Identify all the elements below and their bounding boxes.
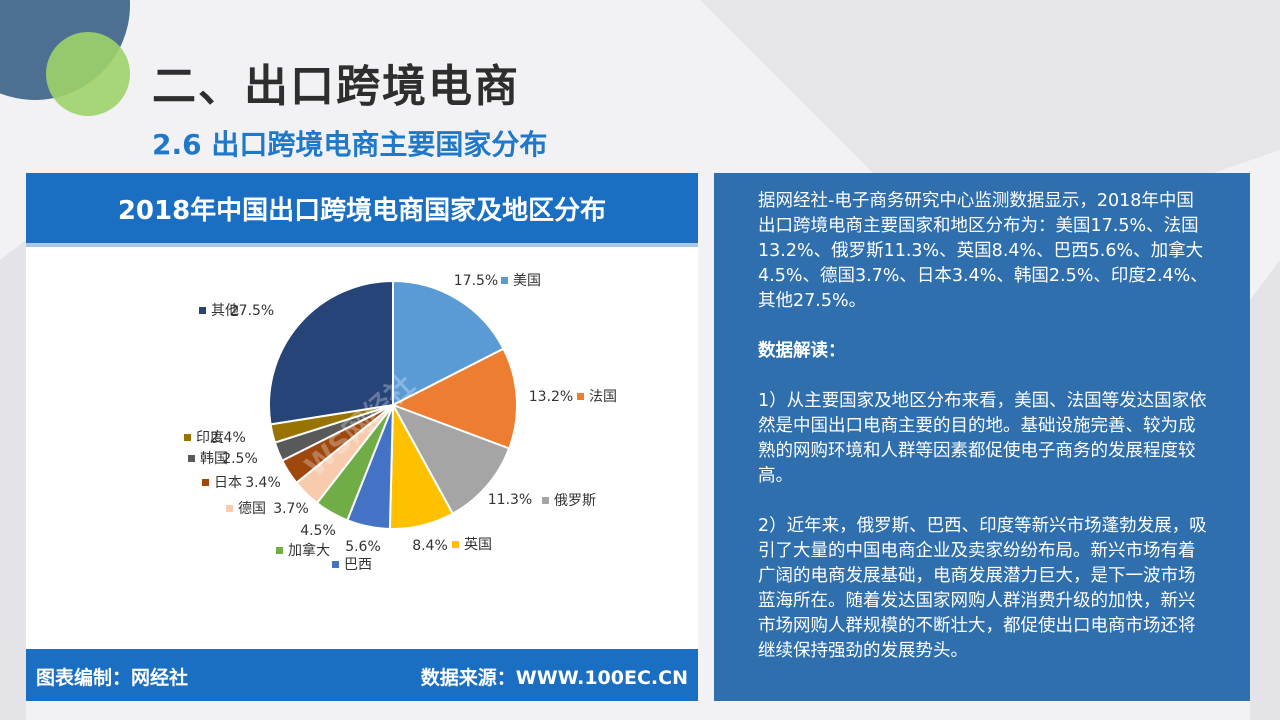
slice-percent-label: 2.5% bbox=[222, 451, 258, 467]
analysis-intro: 据网经社-电子商务研究中心监测数据显示，2018年中国出口跨境电商主要国家和地区… bbox=[758, 191, 1208, 311]
analysis-panel: 据网经社-电子商务研究中心监测数据显示，2018年中国出口跨境电商主要国家和地区… bbox=[714, 173, 1250, 701]
slice-percent-label: 5.6% bbox=[345, 539, 381, 555]
pie-slice-2 bbox=[390, 403, 511, 516]
slice-percent-label: 4.5% bbox=[300, 523, 336, 539]
slice-category-label: 德国 bbox=[238, 501, 266, 517]
legend-swatch bbox=[184, 434, 191, 441]
slice-category-label: 其他 bbox=[211, 303, 239, 319]
slice-percent-label: 17.5% bbox=[454, 273, 498, 289]
legend-swatch bbox=[501, 277, 508, 284]
slice-category-label: 巴西 bbox=[344, 557, 372, 573]
legend-swatch bbox=[542, 497, 549, 504]
pie-slice-10 bbox=[268, 279, 394, 426]
slice-category-label: 俄罗斯 bbox=[554, 493, 596, 509]
legend-swatch bbox=[188, 455, 195, 462]
slice-category-label: 美国 bbox=[513, 273, 541, 289]
legend-swatch bbox=[276, 547, 283, 554]
analysis-point-2: 2）近年来，俄罗斯、巴西、印度等新兴市场蓬勃发展，吸引了大量的中国电商企业及卖家… bbox=[758, 516, 1207, 661]
footer-source: 数据来源：WWW.100EC.CN bbox=[420, 667, 688, 689]
slide-subtitle: 2.6 出口跨境电商主要国家分布 bbox=[152, 128, 548, 161]
slice-percent-label: 8.4% bbox=[412, 538, 448, 554]
analysis-point-1: 1）从主要国家及地区分布来看，美国、法国等发达国家依然是中国出口电商主要的目的地… bbox=[758, 391, 1207, 486]
slice-percent-label: 3.4% bbox=[245, 475, 281, 491]
legend-swatch bbox=[577, 393, 584, 400]
background-facet bbox=[1250, 260, 1280, 720]
pie-slice-0 bbox=[392, 279, 505, 407]
legend-swatch bbox=[202, 479, 209, 486]
pie-slice-1 bbox=[390, 347, 518, 450]
footer-credit: 图表编制：网经社 bbox=[36, 667, 189, 689]
slide-title: 二、出口跨境电商 bbox=[152, 61, 520, 112]
slice-category-label: 印度 bbox=[196, 430, 224, 446]
legend-swatch bbox=[226, 505, 233, 512]
slice-category-label: 韩国 bbox=[200, 451, 228, 467]
chart-footer: 图表编制：网经社 数据来源：WWW.100EC.CN bbox=[26, 649, 698, 701]
chart-title: 2018年中国出口跨境电商国家及地区分布 bbox=[26, 173, 698, 243]
slice-percent-label: 13.2% bbox=[529, 389, 573, 405]
analysis-heading: 数据解读： bbox=[758, 341, 846, 361]
slice-category-label: 英国 bbox=[464, 536, 492, 553]
slice-percent-label: 27.5% bbox=[230, 303, 274, 319]
legend-swatch bbox=[452, 541, 459, 548]
slice-percent-label: 11.3% bbox=[488, 492, 532, 508]
legend-swatch bbox=[332, 561, 339, 568]
slice-percent-label: 3.7% bbox=[273, 501, 309, 517]
slice-category-label: 法国 bbox=[589, 389, 617, 405]
corner-circle-green bbox=[46, 32, 130, 116]
slice-percent-label: 2.4% bbox=[210, 430, 246, 446]
slice-category-label: 加拿大 bbox=[288, 542, 330, 559]
chart-header-rule bbox=[26, 243, 698, 247]
background-facet bbox=[0, 240, 26, 720]
chart-panel: 2018年中国出口跨境电商国家及地区分布 WS网经社 17.5% 美国 13.2% 法… bbox=[26, 173, 698, 701]
slice-category-label: 日本 bbox=[214, 475, 242, 491]
legend-swatch bbox=[199, 307, 206, 314]
